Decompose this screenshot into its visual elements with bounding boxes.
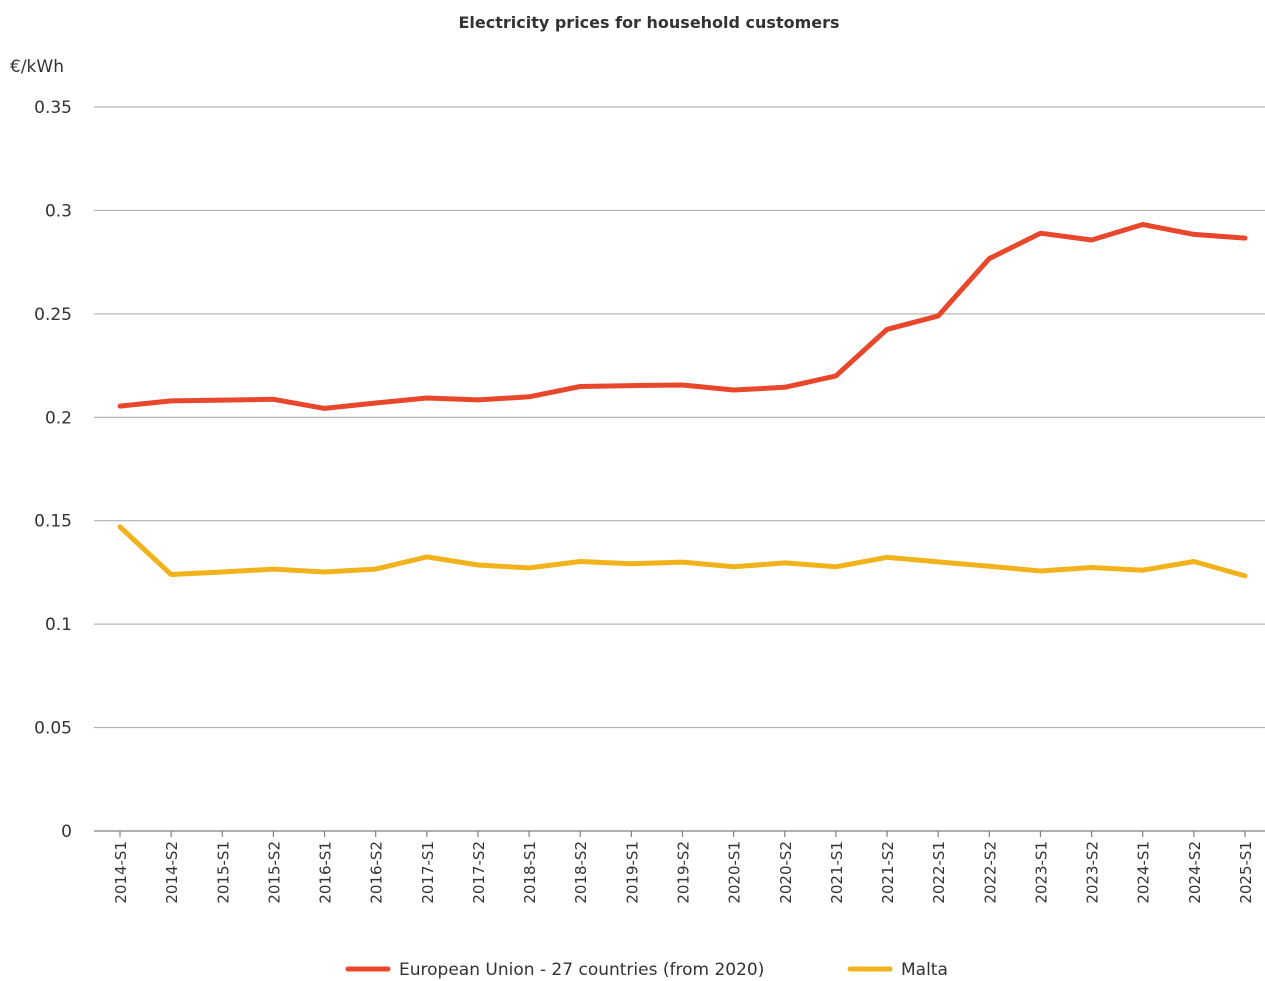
y-tick-label: 0.1 (45, 615, 72, 635)
x-tick-label: 2017-S2 (470, 841, 488, 904)
y-axis-unit-label: €/kWh (10, 57, 64, 77)
x-tick-label: 2024-S2 (1186, 841, 1204, 904)
x-tick-label: 2021-S2 (879, 841, 897, 904)
gridlines (94, 106, 1265, 832)
legend: European Union - 27 countries (from 2020… (345, 960, 948, 980)
y-tick-label: 0.15 (34, 512, 72, 532)
x-tick-label: 2022-S1 (930, 841, 948, 904)
legend-label-malta: Malta (901, 960, 948, 980)
x-tick-label: 2023-S2 (1084, 841, 1102, 904)
x-tick-label: 2025-S1 (1237, 841, 1255, 904)
series-line-malta (117, 524, 1248, 579)
x-tick-label: 2015-S1 (214, 841, 232, 904)
x-tick-label: 2023-S1 (1032, 841, 1050, 904)
y-tick-label: 0.25 (34, 305, 72, 325)
x-tick-label: 2022-S2 (981, 841, 999, 904)
x-tick-label: 2019-S2 (675, 841, 693, 904)
x-tick-label: 2020-S1 (726, 841, 744, 904)
x-tick-label: 2018-S1 (521, 841, 539, 904)
series-line-eu (117, 222, 1248, 411)
y-tick-label: 0 (61, 822, 72, 842)
y-tick-label: 0.05 (34, 719, 72, 739)
y-axis-ticks: 0 0.05 0.1 0.15 0.2 0.25 0.3 0.35 (34, 98, 72, 842)
x-tick-label: 2024-S1 (1135, 841, 1153, 904)
series-lines (117, 222, 1248, 579)
y-tick-label: 0.3 (45, 201, 72, 221)
x-tick-label: 2017-S1 (419, 841, 437, 904)
y-tick-label: 0.35 (34, 98, 72, 118)
legend-label-eu: European Union - 27 countries (from 2020… (399, 960, 764, 980)
x-tick-label: 2015-S2 (265, 841, 283, 904)
x-tick-label: 2014-S2 (163, 841, 181, 904)
y-tick-label: 0.2 (45, 408, 72, 428)
chart-title: Electricity prices for household custome… (458, 13, 839, 32)
x-tick-label: 2019-S1 (623, 841, 641, 904)
x-tick-label: 2018-S2 (572, 841, 590, 904)
x-axis-ticks: 2014-S1 2014-S2 2015-S1 2015-S2 2016-S1 2016-… (112, 831, 1255, 904)
x-tick-label: 2021-S1 (828, 841, 846, 904)
x-tick-label: 2020-S2 (777, 841, 795, 904)
x-tick-label: 2014-S1 (112, 841, 130, 904)
x-tick-label: 2016-S2 (368, 841, 386, 904)
x-tick-label: 2016-S1 (317, 841, 335, 904)
